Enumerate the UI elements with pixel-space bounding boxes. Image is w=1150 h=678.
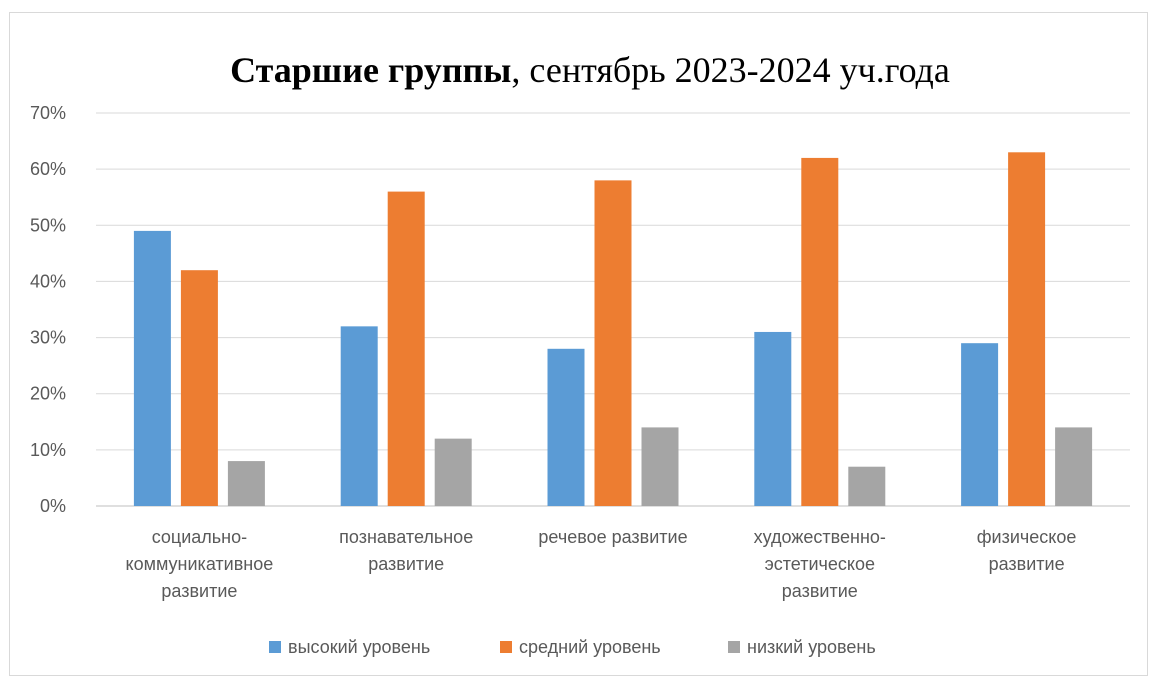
bar xyxy=(754,331,792,506)
x-axis-categories: социально-коммуникативное развитие познава… xyxy=(126,527,1077,601)
bar xyxy=(340,326,378,506)
legend-swatch xyxy=(269,641,281,653)
y-tick-label: 70% xyxy=(30,103,66,123)
y-tick-label: 0% xyxy=(40,496,66,516)
bar xyxy=(434,438,472,506)
bar xyxy=(641,427,679,506)
category-label: познавательное развитие xyxy=(339,527,473,574)
y-axis-ticks: 0% 10% 20% 30% 40% 50% 60% 70% xyxy=(30,103,66,516)
y-tick-label: 20% xyxy=(30,384,66,404)
chart-title-rest: , сентябрь 2023-2024 уч.года xyxy=(511,50,949,90)
bars xyxy=(133,152,1093,507)
y-tick-label: 60% xyxy=(30,159,66,179)
bar xyxy=(961,343,999,506)
bar xyxy=(387,191,425,506)
category-label: речевое развитие xyxy=(538,527,687,547)
category-label: художественно-эстетическое развитие xyxy=(754,527,886,601)
legend-label: средний уровень xyxy=(519,637,661,657)
bar xyxy=(1008,152,1046,507)
bar xyxy=(227,461,265,506)
y-tick-label: 30% xyxy=(30,328,66,348)
bar xyxy=(180,270,218,506)
y-tick-label: 10% xyxy=(30,440,66,460)
legend-swatch xyxy=(500,641,512,653)
chart-title-bold: Старшие группы xyxy=(230,50,511,90)
bar xyxy=(594,180,632,506)
bar xyxy=(133,230,171,506)
y-tick-label: 40% xyxy=(30,271,66,291)
bar xyxy=(848,466,886,506)
bar xyxy=(801,157,839,506)
category-label: физическое развитие xyxy=(977,527,1077,574)
bar xyxy=(547,348,585,506)
category-label: социально-коммуникативное развитие xyxy=(126,527,274,601)
chart-title: Старшие группы, сентябрь 2023-2024 уч.го… xyxy=(230,50,950,90)
legend: высокий уровень средний уровень низкий уро… xyxy=(269,637,876,657)
bar xyxy=(1055,427,1093,506)
legend-label: низкий уровень xyxy=(747,637,876,657)
legend-swatch xyxy=(728,641,740,653)
legend-label: высокий уровень xyxy=(288,637,430,657)
y-tick-label: 50% xyxy=(30,215,66,235)
